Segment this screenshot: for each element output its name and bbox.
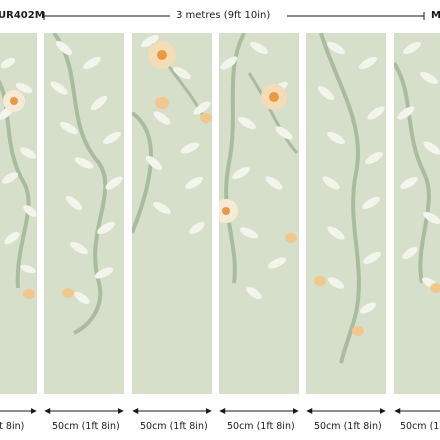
wallpaper-panel-5: [306, 33, 386, 394]
bud-icon: [314, 276, 326, 286]
wallpaper-panel-4: [219, 33, 299, 394]
panel-2-width-label: 50cm (1ft 8in): [52, 421, 120, 432]
bud-icon: [155, 97, 169, 109]
total-width-label: 3 metres (9ft 10in): [176, 10, 271, 21]
bud-icon: [430, 283, 440, 293]
panel-1-width-label: ft 8in): [0, 421, 25, 432]
leaf-pattern: [50, 33, 123, 335]
leaf-pattern: [220, 33, 299, 300]
wallpaper-panel-3: [132, 33, 212, 394]
wallpaper-panel-2: [44, 33, 124, 394]
flower-icon: [148, 41, 176, 69]
bud-icon: [285, 233, 297, 243]
top-dimension-line: [43, 12, 425, 20]
leaf-pattern: [317, 33, 385, 364]
product-code-right: M: [431, 10, 440, 21]
panel-6-width-label: 50cm (1: [400, 421, 440, 432]
flower-icon: [219, 199, 238, 223]
panel-4-width-label: 50cm (1ft 8in): [227, 421, 295, 432]
panel-dimension-arrows: [0, 408, 440, 414]
leaf-pattern: [394, 41, 440, 289]
bud-icon: [352, 326, 364, 336]
bud-icon: [23, 289, 35, 299]
panel-5-width-label: 50cm (1ft 8in): [314, 421, 382, 432]
panel-3-width-label: 50cm (1ft 8in): [140, 421, 208, 432]
bud-icon: [200, 113, 212, 123]
flower-icon: [3, 90, 25, 112]
wallpaper-panel-6: [394, 33, 440, 394]
wallpaper-panel-1: [0, 33, 37, 394]
leaf-pattern: [0, 57, 37, 289]
bud-icon: [62, 288, 74, 298]
flower-icon: [261, 84, 287, 110]
product-code-left: UR402M: [0, 10, 45, 21]
